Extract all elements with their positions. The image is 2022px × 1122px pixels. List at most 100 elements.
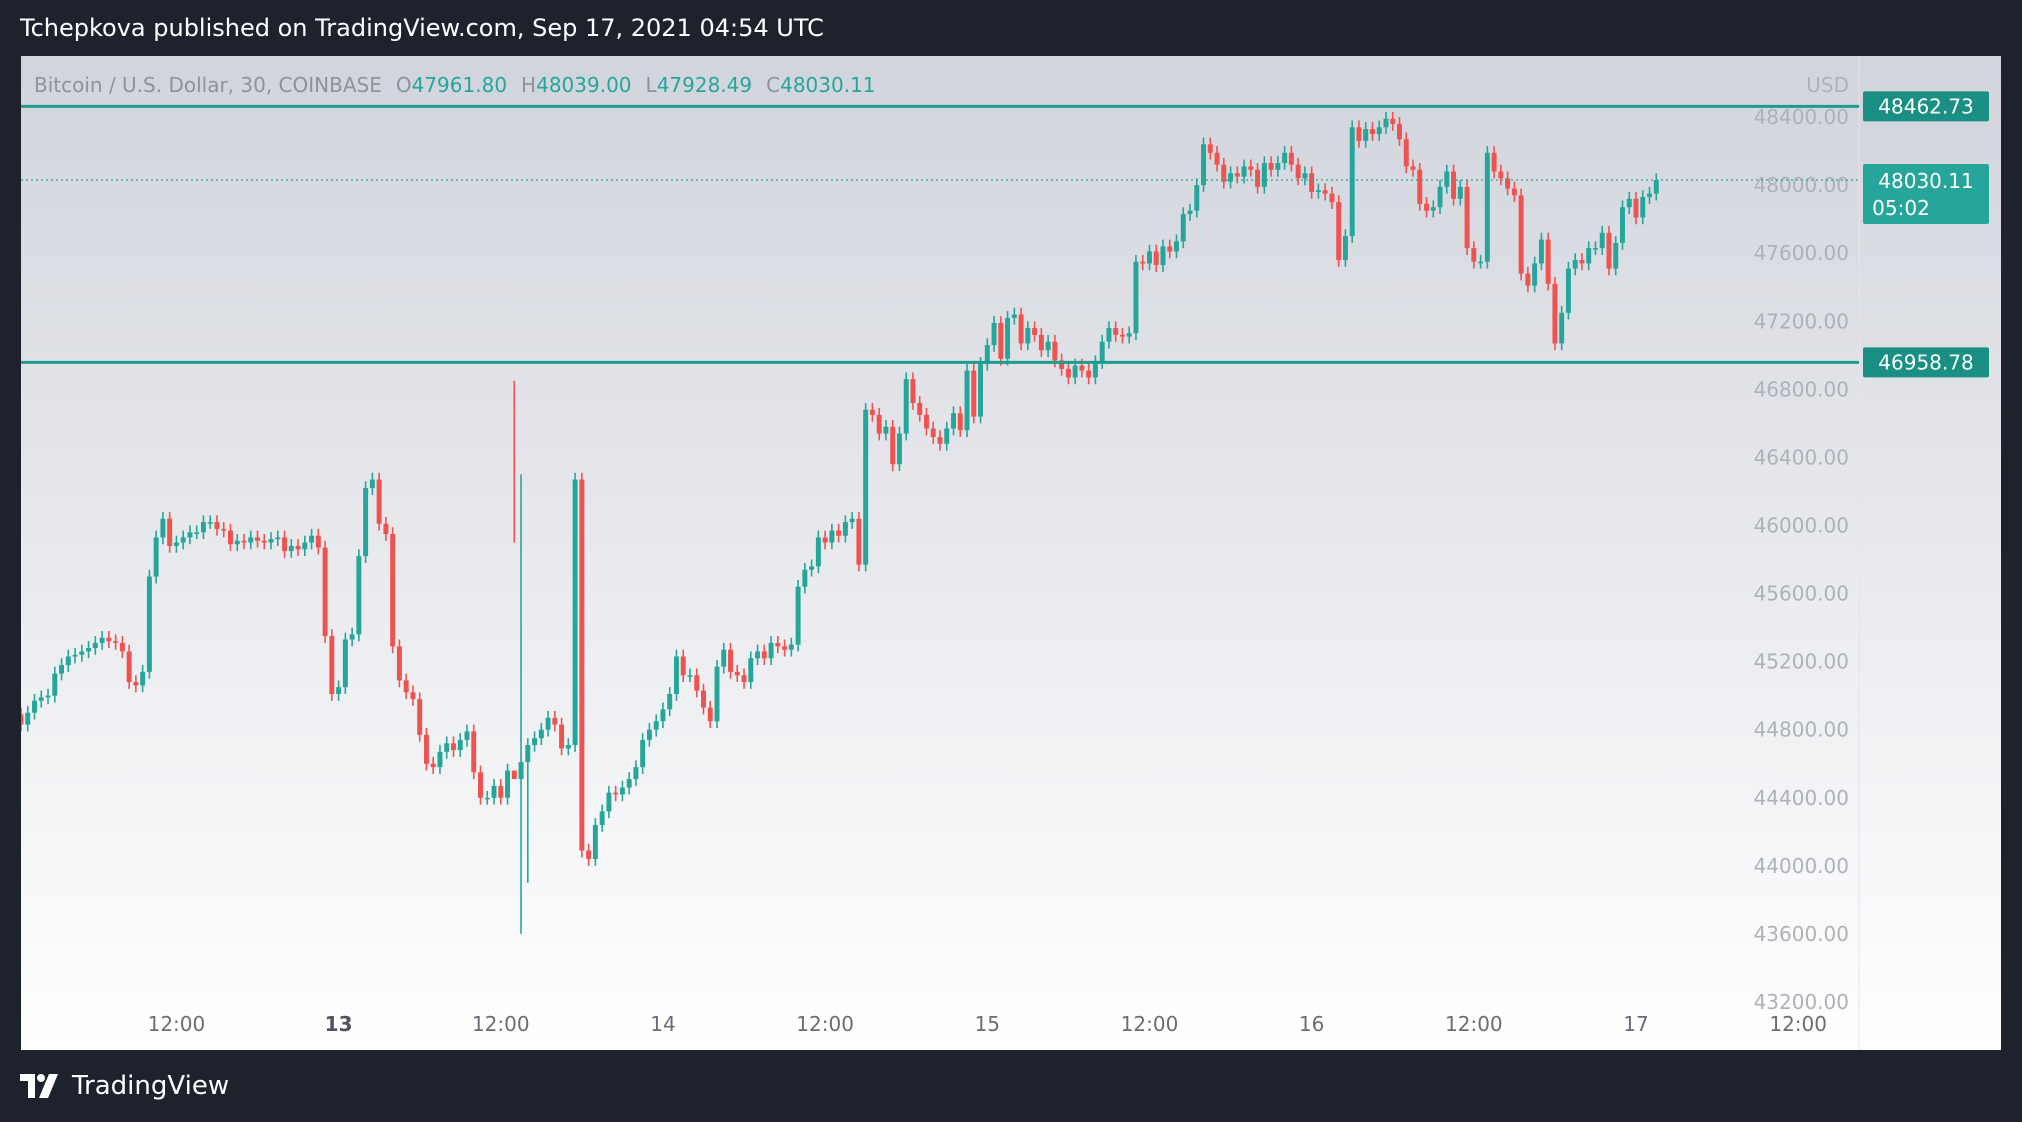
candle [1545, 232, 1551, 291]
tradingview-wordmark: TradingView [72, 1071, 230, 1101]
candle [1106, 321, 1112, 349]
candle [437, 745, 443, 774]
candle [86, 641, 92, 659]
candle [1065, 362, 1071, 385]
candle [613, 785, 619, 802]
candle [25, 705, 31, 732]
candle [572, 472, 578, 752]
candle [363, 481, 369, 563]
candle [146, 569, 152, 679]
candle [498, 779, 504, 805]
candle [1174, 234, 1179, 259]
legend-high-key: H [521, 73, 536, 97]
candle [1471, 241, 1477, 269]
legend-close-key: C [766, 73, 780, 97]
candle [937, 430, 943, 451]
candle [903, 372, 909, 441]
candle [1383, 111, 1389, 135]
candle [1390, 111, 1396, 131]
price-tick-label: 43600.00 [1754, 922, 1849, 946]
candle [1160, 239, 1166, 272]
candle [545, 710, 551, 737]
price-tick-label: 47200.00 [1754, 309, 1849, 333]
chart-svg[interactable]: 48400.00 48000.00 47600.00 47200.00 46800.00… [21, 56, 2001, 1050]
horizontal-levels[interactable]: 48462.73 46958.78 [21, 91, 1989, 378]
top-bar: Tchepkova published on TradingView.com, … [0, 0, 2022, 56]
price-tick-label: 46400.00 [1754, 445, 1849, 469]
last-price-marker: 48030.11 05:02 [21, 164, 1989, 225]
candle [255, 530, 260, 548]
candle [369, 472, 375, 495]
chart-frame[interactable]: 48400.00 48000.00 47600.00 47200.00 46800.00… [21, 56, 2001, 1050]
candle [511, 380, 517, 780]
candle [417, 692, 423, 742]
candle [1572, 253, 1578, 276]
candle [984, 338, 990, 371]
candle [1288, 145, 1294, 172]
candle [518, 474, 524, 934]
level-price-label: 46958.78 [1878, 350, 1973, 374]
candle [376, 472, 382, 531]
candle [842, 515, 848, 543]
candle [951, 406, 956, 436]
price-axis[interactable]: 48400.00 48000.00 47600.00 47200.00 46800.00… [1754, 105, 1849, 1014]
candle [52, 666, 58, 703]
candle [491, 779, 497, 805]
last-price-label: 48030.11 [1878, 169, 1973, 193]
candle [1221, 157, 1227, 189]
candle [748, 651, 754, 689]
candle [991, 316, 997, 352]
candle [1626, 191, 1632, 215]
candle [815, 530, 821, 574]
level-price-tag [1863, 347, 1989, 378]
time-tick-label: 13 [325, 1012, 353, 1036]
candle [315, 528, 321, 555]
tradingview-logo-icon [20, 1074, 58, 1098]
tradingview-brand[interactable]: TradingView [20, 1071, 229, 1101]
candle [1207, 137, 1213, 160]
candle [1559, 305, 1565, 351]
price-tick-label: 48400.00 [1754, 105, 1849, 129]
candle [1451, 164, 1457, 206]
candle [187, 525, 193, 545]
candle [1437, 180, 1443, 215]
candle [140, 665, 146, 693]
time-axis[interactable]: 12:00 13 12:00 14 12:00 15 12:00 16 12:00 17 12:00 [148, 1012, 1827, 1036]
candle [1633, 191, 1639, 225]
candle [1552, 277, 1558, 351]
candle [1356, 120, 1362, 148]
candle [1005, 311, 1011, 366]
candle [538, 722, 544, 746]
candle [1086, 363, 1092, 385]
candle [38, 690, 44, 708]
time-tick-label: 12:00 [148, 1012, 206, 1036]
candle [694, 668, 700, 698]
candle [809, 559, 815, 577]
candle [1363, 122, 1369, 148]
time-tick-label: 17 [1623, 1012, 1648, 1036]
candle [1059, 353, 1065, 376]
price-tick-label: 45600.00 [1754, 582, 1849, 606]
candle [1146, 244, 1152, 271]
candle [1336, 195, 1342, 267]
candle [1511, 181, 1517, 203]
candle [1038, 328, 1044, 358]
candle [1464, 180, 1470, 255]
time-tick-label: 12:00 [472, 1012, 530, 1036]
candle [532, 731, 538, 752]
candle [484, 790, 490, 805]
candle [559, 717, 565, 756]
symbol-title: Bitcoin / U.S. Dollar, 30, COINBASE [34, 73, 382, 97]
candle [707, 700, 713, 729]
candle [119, 636, 125, 659]
time-tick-label: 12:00 [796, 1012, 854, 1036]
candle [1295, 157, 1301, 186]
candle [403, 673, 409, 700]
candle [295, 539, 301, 557]
candle [59, 658, 65, 681]
candle [1032, 321, 1038, 342]
candle [1092, 355, 1098, 385]
candle [1640, 190, 1646, 225]
candle [99, 631, 105, 650]
candle [200, 515, 206, 540]
